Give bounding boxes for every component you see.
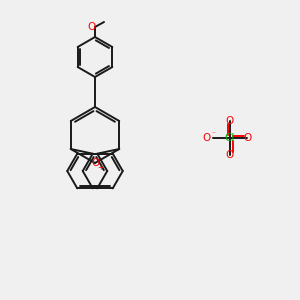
Text: O: O [243,133,251,143]
Text: O: O [226,150,234,160]
Text: +: + [97,164,103,172]
Text: O: O [226,116,234,126]
Text: Cl: Cl [225,133,235,143]
Text: O: O [88,22,96,32]
Text: ⁻: ⁻ [211,130,215,139]
Text: O: O [203,133,211,143]
Text: O: O [91,158,99,168]
